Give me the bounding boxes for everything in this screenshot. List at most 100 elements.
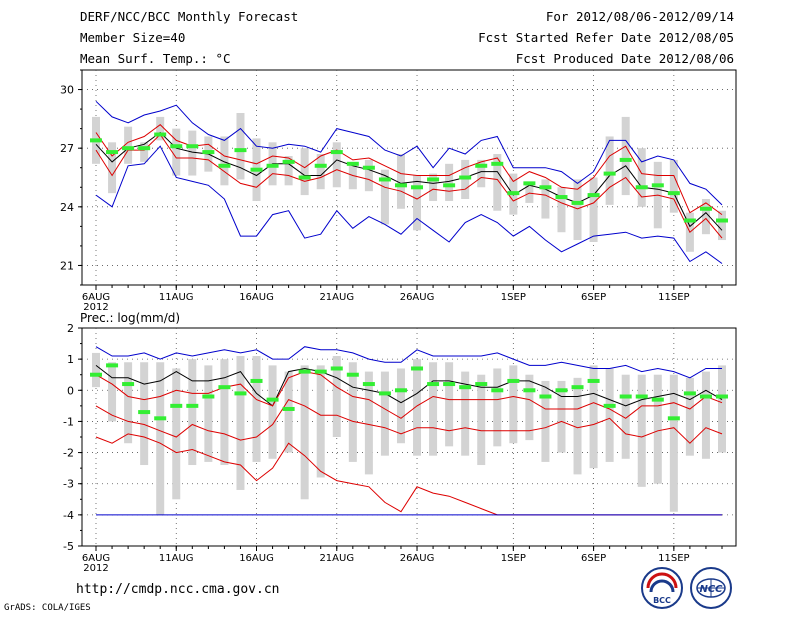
observed-marker [635,394,648,399]
ensemble-box [637,374,646,487]
forecast-started-date: Fcst Started Refer Date 2012/08/05 [478,30,734,45]
y-tick-label: 0 [67,384,74,397]
source-url[interactable]: http://cmdp.ncc.cma.gov.cn [76,582,280,597]
ensemble-box [172,368,181,500]
observed-marker [571,385,584,390]
observed-marker [667,416,680,421]
y-tick-label: -1 [63,415,74,428]
ensemble-box [268,365,277,459]
y-tick-label: -2 [63,447,74,460]
ensemble-box [413,359,422,456]
ncc-logo-text: NCC [699,584,723,595]
ensemble-box [172,128,181,176]
observed-marker [282,159,295,164]
observed-marker [699,394,712,399]
ensemble-box [380,169,389,225]
ensemble-box [525,374,534,441]
observed-marker [234,391,247,396]
ensemble-box [332,142,341,188]
x-tick-label: 6SEP [581,553,606,564]
observed-marker [523,181,536,186]
ensemble-box [718,210,726,241]
observed-marker [651,397,664,402]
ensemble-box [236,356,245,490]
series-line-p25 [95,371,723,419]
ensemble-box [108,142,117,194]
observed-marker [346,372,359,377]
observed-marker [443,382,456,387]
ensemble-box [204,365,213,462]
observed-marker [186,403,199,408]
x-tick-label: 21AUG [319,292,354,303]
observed-marker [619,157,632,162]
x-tick-label: 16AUG [239,553,274,564]
ensemble-box [220,359,229,466]
series-line-median [95,131,723,231]
series-line-p25 [95,133,723,239]
observed-marker [394,388,407,393]
observed-marker [571,200,584,205]
observed-marker [234,148,247,153]
ensemble-box [108,362,117,422]
ensemble-box [300,148,309,196]
observed-marker [475,382,488,387]
x-tick-label: 11SEP [658,292,689,303]
observed-marker [314,369,327,374]
ensemble-box [637,148,646,207]
x-tick-label: 11AUG [159,553,194,564]
header-left: DERF/NCC/BCC Monthly Forecast Member Siz… [80,9,298,72]
observed-marker [475,163,488,168]
ensemble-box [718,365,726,453]
observed-marker [411,366,424,371]
forecast-produced-date: Fcst Produced Date 2012/08/06 [515,51,734,66]
ensemble-box [284,156,293,186]
ensemble-box [445,362,454,447]
observed-marker [170,144,183,149]
observed-marker [555,195,568,200]
ensemble-box [380,371,389,456]
observed-marker [218,163,231,168]
ensemble-box [429,362,438,456]
ensemble-box [92,352,100,388]
observed-marker [587,193,600,198]
observed-marker [266,163,279,168]
observed-marker [523,388,536,393]
ensemble-box [701,199,710,235]
x-tick-label: 1SEP [501,553,526,564]
ensemble-box [589,365,598,469]
observed-marker [651,183,664,188]
ensemble-box [621,116,630,196]
ensemble-box [220,136,229,186]
y-tick-label: -4 [63,509,74,522]
observed-marker [122,146,135,151]
observed-marker [362,165,375,170]
ensemble-box [685,377,694,456]
ensemble-box [525,181,534,203]
ensemble-box [589,177,598,242]
grads-credit: GrADS: COLA/IGES [4,603,91,613]
ensemble-box [300,365,309,500]
observed-marker [539,185,552,190]
ensemble-box [188,359,197,466]
observed-marker [378,177,391,182]
observed-marker [250,167,263,172]
observed-marker [667,191,680,196]
ensemble-box [332,356,341,437]
observed-marker [378,391,391,396]
observed-marker [346,161,359,166]
member-size: Member Size=40 [80,30,186,45]
forecast-period: For 2012/08/06-2012/09/14 [545,9,734,24]
x-tick-label: 11SEP [658,553,689,564]
x-tick-label: 21AUG [319,553,354,564]
x-tick-label: 6AUG [82,292,110,303]
x-tick-label: 1SEP [501,292,526,303]
ensemble-box [396,368,405,444]
ensemble-box [605,136,614,205]
ensemble-box [124,362,133,444]
observed-marker [330,150,343,155]
ensemble-box [140,142,149,162]
ensemble-box [156,116,165,141]
ensemble-box [429,173,438,201]
